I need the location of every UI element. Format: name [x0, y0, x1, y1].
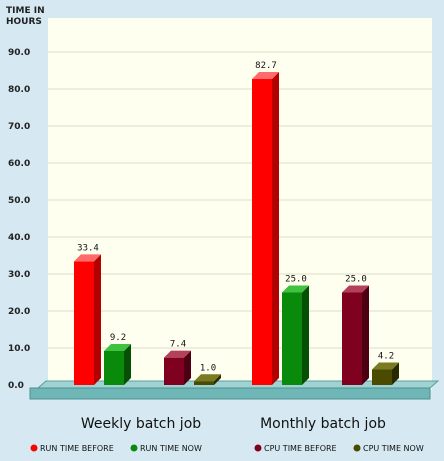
y-tick-label: 20.0 — [8, 307, 30, 317]
legend-swatch — [254, 444, 262, 452]
legend-label: CPU TIME BEFORE — [264, 444, 337, 453]
bar-top — [342, 285, 369, 293]
bars — [74, 72, 399, 385]
bar-front — [372, 369, 392, 385]
data-label: 25.0 — [285, 275, 307, 285]
bar-cpu-time-now — [372, 362, 399, 385]
data-label: 33.4 — [77, 243, 99, 253]
bar-top — [372, 362, 399, 370]
chart-floor — [29, 380, 440, 400]
legend: RUN TIME BEFORE RUN TIME NOW CPU TIME BEFO… — [30, 444, 424, 453]
y-tick-label: 90.0 — [8, 48, 30, 58]
legend-swatch — [130, 444, 138, 452]
y-tick-label: 50.0 — [8, 196, 30, 206]
bar-run-time-now — [104, 343, 131, 385]
bar-cpu-time-before — [342, 285, 369, 385]
y-tick-label: 10.0 — [8, 344, 30, 354]
bar-side — [94, 254, 101, 385]
bar-front — [282, 292, 302, 385]
bar-front — [164, 357, 184, 385]
y-tick-label: 40.0 — [8, 233, 30, 243]
data-label: 4.2 — [378, 351, 394, 361]
legend-label: RUN TIME BEFORE — [40, 444, 114, 453]
bar-top — [104, 343, 131, 351]
bar-front — [74, 261, 94, 385]
y-tick-label: 0.0 — [8, 381, 24, 391]
bar-top — [282, 285, 309, 293]
y-axis-label-line-2: HOURS — [6, 17, 42, 27]
data-label: 82.7 — [255, 61, 277, 71]
bar-side — [272, 72, 279, 385]
bar-side — [392, 362, 399, 385]
legend-swatch — [353, 444, 361, 452]
y-tick-label: 70.0 — [8, 122, 30, 132]
bar-side — [214, 374, 221, 385]
y-axis-ticks: 0.0 10.0 20.0 30.0 40.0 50.0 60.0 70.0 80.0 90.0 — [8, 48, 30, 391]
bar-cpu-time-before — [164, 350, 191, 385]
bar-front — [104, 350, 124, 385]
legend-label: RUN TIME NOW — [140, 444, 202, 453]
data-label: 25.0 — [345, 275, 367, 285]
bar-side — [124, 343, 131, 385]
data-labels: 33.4 9.2 7.4 1.0 82.7 25.0 25.0 4.2 — [77, 61, 394, 373]
legend-item: CPU TIME BEFORE — [254, 444, 337, 453]
legend-item: CPU TIME NOW — [353, 444, 424, 453]
bar-front — [252, 79, 272, 385]
legend-label: CPU TIME NOW — [363, 444, 424, 453]
y-axis-label-line-1: TIME IN — [6, 6, 45, 16]
y-tick-label: 60.0 — [8, 159, 30, 169]
data-label: 9.2 — [110, 333, 126, 343]
legend-swatch — [30, 444, 38, 452]
category-label-monthly: Monthly batch job — [260, 416, 386, 432]
bar-front — [194, 381, 214, 385]
bar-top — [74, 254, 101, 262]
bar-top — [252, 72, 279, 80]
legend-item: RUN TIME NOW — [130, 444, 202, 453]
bar-run-time-now — [282, 285, 309, 385]
category-label-weekly: Weekly batch job — [81, 416, 201, 432]
bar-side — [362, 285, 369, 385]
bar-front — [342, 292, 362, 385]
y-tick-label: 80.0 — [8, 85, 30, 95]
y-tick-label: 30.0 — [8, 270, 30, 280]
bar-run-time-before — [252, 72, 279, 385]
bar-side — [184, 350, 191, 385]
data-label: 7.4 — [170, 340, 186, 350]
legend-item: RUN TIME BEFORE — [30, 444, 114, 453]
data-label: 1.0 — [200, 363, 216, 373]
bar-run-time-before — [74, 254, 101, 385]
floor-front — [29, 387, 431, 400]
bar-top — [194, 374, 221, 382]
bar-cpu-time-now — [194, 374, 221, 385]
plot-area — [48, 18, 432, 390]
bar-top — [164, 350, 191, 358]
bar-side — [302, 285, 309, 385]
